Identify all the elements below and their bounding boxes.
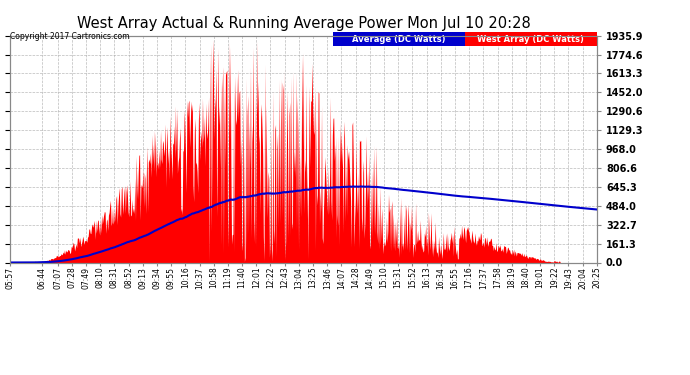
Text: Copyright 2017 Cartronics.com: Copyright 2017 Cartronics.com (10, 32, 130, 41)
Title: West Array Actual & Running Average Power Mon Jul 10 20:28: West Array Actual & Running Average Powe… (77, 16, 531, 31)
